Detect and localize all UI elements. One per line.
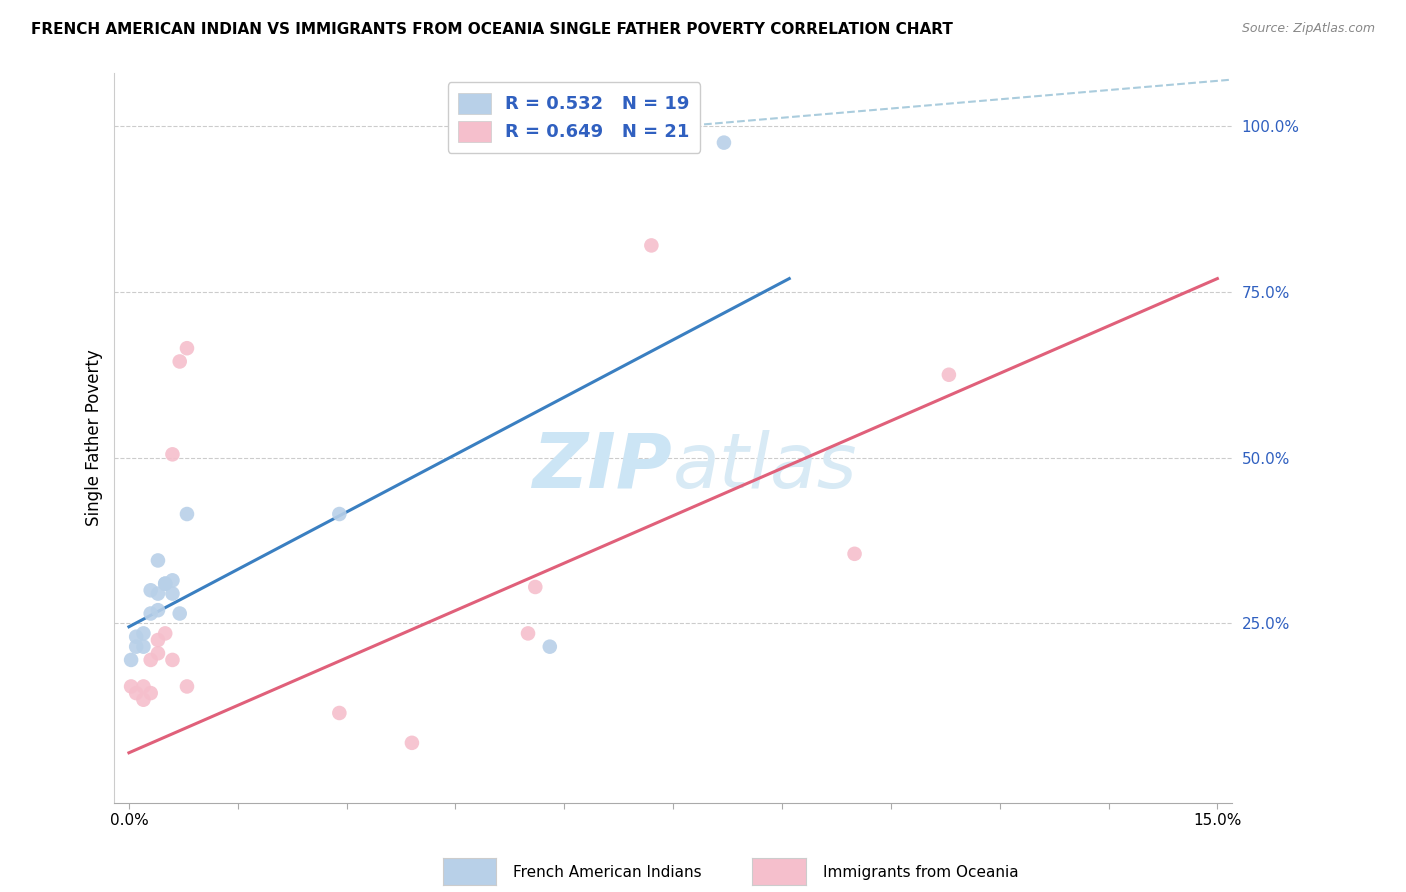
Point <box>155 576 177 591</box>
Point <box>328 507 350 521</box>
Point <box>640 238 662 252</box>
Point <box>120 680 142 694</box>
Point <box>162 447 184 461</box>
Point <box>524 580 547 594</box>
Point <box>139 583 162 598</box>
Legend: R = 0.532   N = 19, R = 0.649   N = 21: R = 0.532 N = 19, R = 0.649 N = 21 <box>447 82 700 153</box>
Point <box>155 626 177 640</box>
Point <box>125 640 148 654</box>
Y-axis label: Single Father Poverty: Single Father Poverty <box>86 350 103 526</box>
Point <box>176 507 198 521</box>
Point <box>125 630 148 644</box>
Point <box>155 576 177 591</box>
Point <box>146 603 169 617</box>
Text: atlas: atlas <box>673 430 858 504</box>
Point <box>132 680 155 694</box>
Point <box>401 736 423 750</box>
Point <box>713 136 735 150</box>
Text: ZIP: ZIP <box>533 430 673 504</box>
Point <box>139 607 162 621</box>
Point <box>162 574 184 588</box>
Text: Immigrants from Oceania: Immigrants from Oceania <box>823 865 1018 880</box>
Point <box>132 640 155 654</box>
Point <box>146 646 169 660</box>
Point <box>176 680 198 694</box>
Point <box>139 686 162 700</box>
Point <box>844 547 866 561</box>
Point <box>162 586 184 600</box>
Point <box>517 626 540 640</box>
Point <box>146 633 169 648</box>
Text: FRENCH AMERICAN INDIAN VS IMMIGRANTS FROM OCEANIA SINGLE FATHER POVERTY CORRELAT: FRENCH AMERICAN INDIAN VS IMMIGRANTS FRO… <box>31 22 953 37</box>
Point <box>132 692 155 706</box>
Point <box>169 354 191 368</box>
Point <box>146 586 169 600</box>
Point <box>162 653 184 667</box>
Point <box>132 626 155 640</box>
Point <box>120 653 142 667</box>
Point <box>938 368 960 382</box>
Text: French American Indians: French American Indians <box>513 865 702 880</box>
Point <box>146 553 169 567</box>
Point <box>328 706 350 720</box>
Point <box>125 686 148 700</box>
Point <box>139 653 162 667</box>
Point <box>538 640 561 654</box>
Text: Source: ZipAtlas.com: Source: ZipAtlas.com <box>1241 22 1375 36</box>
Point <box>176 341 198 355</box>
Point <box>169 607 191 621</box>
